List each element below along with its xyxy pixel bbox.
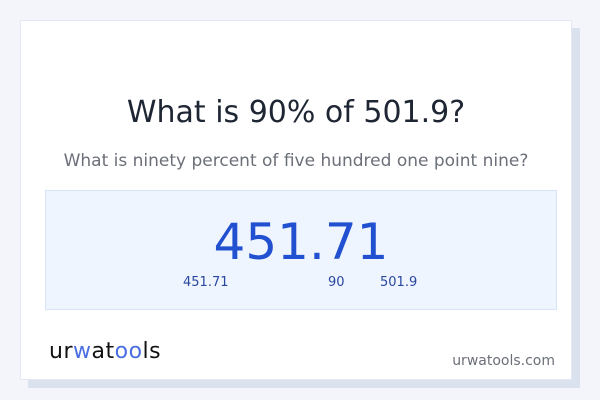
site-link[interactable]: urwatools.com xyxy=(452,353,555,369)
urwatools-logo: urwatools xyxy=(49,339,162,364)
page-subtitle: What is ninety percent of five hundred o… xyxy=(63,151,529,171)
percent-label: 90 xyxy=(328,275,345,290)
base-label: 501.9 xyxy=(380,275,418,290)
result-card: What is 90% of 501.9? What is ninety per… xyxy=(20,20,572,380)
page-title: What is 90% of 501.9? xyxy=(126,95,466,130)
result-box: 451.71 451.71 90 501.9 xyxy=(45,190,557,310)
result-label: 451.71 xyxy=(183,275,229,290)
result-value: 451.71 xyxy=(213,213,389,271)
